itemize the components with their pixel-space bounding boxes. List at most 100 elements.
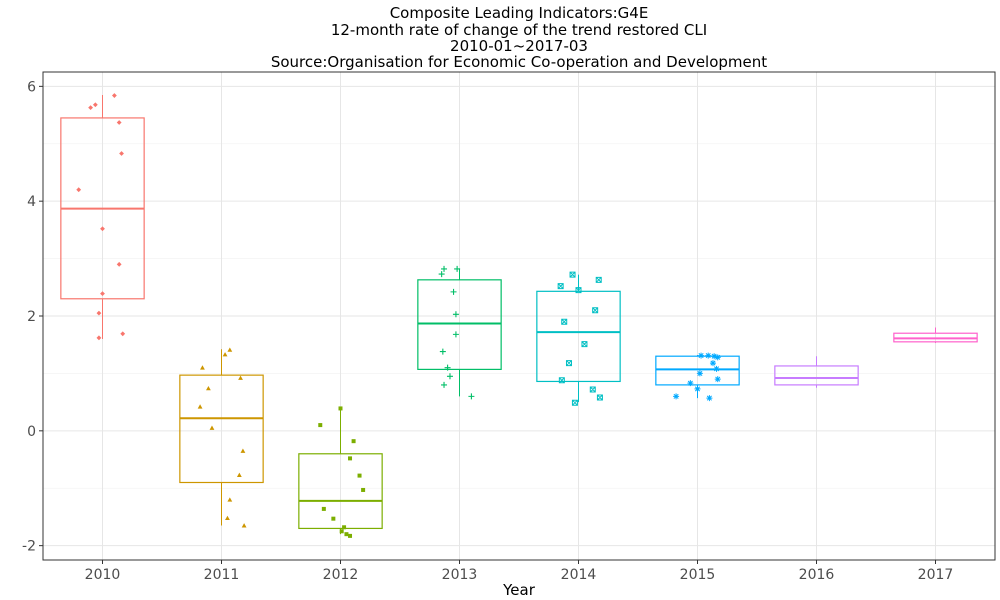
points-2011	[197, 347, 247, 528]
data-point	[222, 352, 228, 357]
data-point	[713, 365, 720, 372]
data-point	[596, 394, 603, 401]
data-point	[225, 515, 230, 521]
data-point	[92, 102, 98, 108]
points-2015	[673, 352, 721, 402]
data-point	[338, 406, 343, 411]
data-point	[348, 533, 353, 538]
data-point	[706, 395, 713, 402]
data-point	[441, 265, 448, 272]
data-point	[119, 151, 124, 156]
data-point	[444, 364, 451, 371]
data-point	[595, 276, 602, 283]
x-tick-label: 2012	[323, 567, 359, 583]
data-point	[441, 381, 448, 388]
data-point	[438, 271, 445, 278]
data-point	[709, 360, 716, 367]
data-point	[339, 529, 344, 534]
data-point	[569, 271, 576, 278]
data-point	[116, 261, 122, 267]
data-point	[318, 423, 323, 428]
data-point	[88, 105, 93, 110]
y-tick-label: 6	[27, 79, 36, 95]
box-2017	[893, 327, 978, 343]
boxes	[60, 94, 978, 535]
data-point	[452, 331, 459, 338]
y-tick-label: 4	[27, 194, 36, 210]
data-point	[361, 487, 366, 492]
data-point	[238, 375, 243, 380]
x-axis: 2010 2011 2012 2013 2014 2015 2016 2017	[85, 560, 953, 583]
data-point	[100, 226, 105, 232]
data-point	[698, 352, 705, 359]
data-point	[227, 347, 233, 352]
data-point	[96, 310, 102, 316]
data-point	[197, 404, 203, 409]
data-point	[76, 187, 82, 193]
data-point	[206, 385, 211, 391]
box-2016	[774, 356, 859, 388]
data-point	[112, 93, 117, 98]
grid	[43, 72, 995, 560]
data-point	[209, 425, 215, 430]
box-2010	[60, 94, 145, 339]
data-point	[351, 439, 356, 444]
chart-title: Composite Leading Indicators:G4E 12-mont…	[271, 4, 767, 71]
data-point	[558, 377, 565, 384]
data-point	[342, 525, 347, 530]
data-point	[200, 365, 205, 370]
x-tick-label: 2016	[799, 567, 835, 583]
x-axis-label: Year	[502, 581, 536, 599]
box-body	[655, 355, 740, 386]
data-point	[571, 399, 578, 406]
points-2013	[438, 265, 475, 400]
data-point	[557, 283, 564, 290]
box-2011	[179, 349, 264, 526]
jitter-points	[76, 93, 721, 538]
data-point	[452, 311, 459, 318]
data-point	[240, 448, 246, 453]
y-tick-label: 0	[27, 424, 36, 440]
data-point	[592, 307, 599, 314]
title-line-1: Composite Leading Indicators:G4E	[390, 4, 649, 22]
data-point	[565, 360, 572, 367]
data-point	[561, 318, 568, 325]
data-point	[439, 348, 446, 355]
data-point	[236, 472, 242, 477]
y-tick-label: 2	[27, 309, 36, 325]
data-point	[241, 523, 247, 528]
box-body	[179, 374, 264, 484]
x-tick-label: 2011	[204, 567, 240, 583]
title-line-3: 2010-01~2017-03	[450, 37, 588, 55]
data-point	[450, 288, 457, 295]
x-tick-label: 2013	[442, 567, 478, 583]
title-line-2: 12-month rate of change of the trend res…	[331, 21, 707, 39]
data-point	[581, 341, 588, 348]
box-body	[536, 290, 621, 383]
data-point	[454, 265, 461, 272]
data-point	[321, 506, 326, 511]
box-2013	[417, 268, 502, 397]
x-tick-label: 2015	[680, 567, 716, 583]
data-point	[96, 335, 102, 341]
data-point	[116, 120, 122, 125]
points-2010	[76, 93, 126, 341]
data-point	[468, 393, 475, 400]
data-point	[227, 497, 233, 502]
data-point	[100, 291, 105, 297]
box-body	[417, 279, 502, 370]
data-point	[589, 386, 596, 393]
x-tick-label: 2010	[85, 567, 121, 583]
data-point	[344, 532, 349, 537]
x-tick-label: 2014	[561, 567, 597, 583]
data-point	[120, 331, 126, 337]
data-point	[714, 376, 721, 383]
data-point	[694, 385, 701, 392]
data-point	[348, 456, 353, 461]
data-point	[687, 380, 694, 387]
data-point	[357, 473, 362, 478]
data-point	[673, 393, 680, 400]
box-2012	[298, 407, 383, 535]
data-point	[714, 354, 721, 361]
